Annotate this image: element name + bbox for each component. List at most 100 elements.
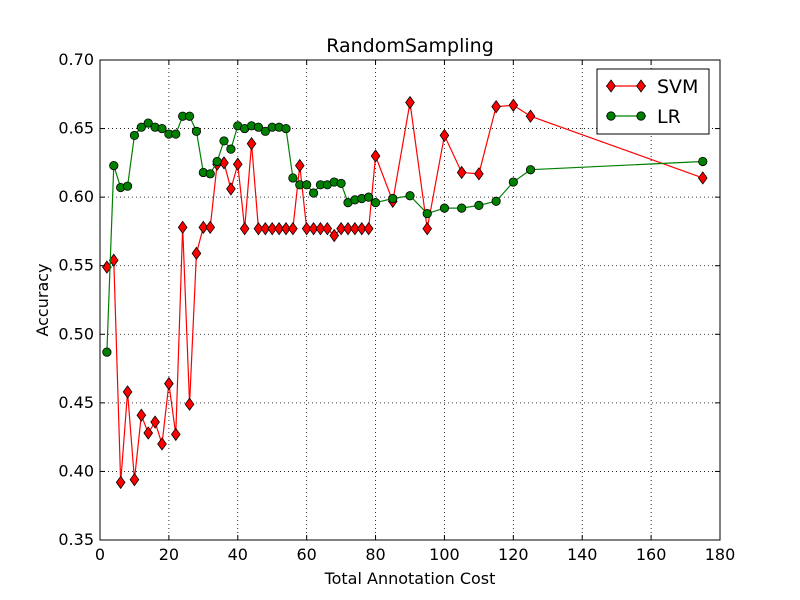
svm-point xyxy=(356,222,367,236)
plot-frame xyxy=(99,59,721,541)
svm-point xyxy=(322,222,333,236)
svm-point xyxy=(246,136,257,151)
lr-point xyxy=(212,156,222,167)
svm-point xyxy=(474,167,484,181)
lr-point xyxy=(457,203,467,213)
x-tick-label: 160 xyxy=(636,545,667,564)
lr-point xyxy=(422,209,432,219)
legend-marker xyxy=(606,111,616,121)
lr-point xyxy=(205,169,215,179)
x-tick-label: 140 xyxy=(567,545,598,564)
y-axis-label: Accuracy xyxy=(33,263,52,336)
lr-point xyxy=(288,173,298,183)
svm-point xyxy=(288,222,298,236)
lr-point xyxy=(157,123,167,134)
svm-point xyxy=(260,222,271,236)
svm-point xyxy=(422,222,433,236)
lr-point xyxy=(129,130,140,141)
lr-point xyxy=(302,180,312,190)
x-tick-label: 40 xyxy=(228,545,248,564)
x-tick-label: 100 xyxy=(429,545,460,564)
svm-point xyxy=(525,109,536,123)
lr-point xyxy=(698,156,708,167)
x-tick-label: 120 xyxy=(498,545,529,564)
lr-point xyxy=(474,200,484,210)
lr-point xyxy=(405,191,415,201)
svm-point xyxy=(164,376,174,391)
lr-point xyxy=(336,178,346,189)
svm-point xyxy=(170,427,181,442)
svm-point xyxy=(281,222,291,236)
lr-point xyxy=(308,188,319,198)
x-tick-label: 0 xyxy=(95,545,105,564)
svm-point xyxy=(274,222,284,236)
lr-point xyxy=(143,118,153,128)
lr-point xyxy=(219,136,229,146)
svm-point xyxy=(129,472,140,487)
legend-marker xyxy=(636,111,646,121)
y-tick-label: 0.35 xyxy=(58,530,94,549)
svm-point xyxy=(191,246,202,261)
x-tick-label: 60 xyxy=(296,545,316,564)
lr-point xyxy=(364,192,374,202)
svm-point xyxy=(122,385,133,399)
x-tick-label: 20 xyxy=(159,545,179,564)
svm-point xyxy=(150,415,160,429)
svm-point xyxy=(508,98,519,112)
svm-point xyxy=(363,222,374,236)
y-tick-label: 0.55 xyxy=(58,256,94,275)
y-tick-label: 0.60 xyxy=(58,187,94,206)
svm-point xyxy=(370,149,381,163)
lr-point xyxy=(260,126,270,136)
plot-series xyxy=(102,95,708,490)
svm-point xyxy=(115,475,126,490)
svm-point xyxy=(456,165,467,180)
svm-point xyxy=(697,171,708,185)
y-tick-label: 0.70 xyxy=(58,50,94,69)
y-tick-label: 0.45 xyxy=(58,393,94,412)
svm-point xyxy=(350,222,360,236)
lr-point xyxy=(508,177,518,187)
lr-point xyxy=(122,181,133,191)
legend: SVM LR xyxy=(596,68,710,135)
lr-point xyxy=(136,122,146,132)
svm-point xyxy=(177,220,188,234)
lr-point xyxy=(281,123,291,134)
svm-point xyxy=(232,157,243,171)
x-axis-label: Total Annotation Cost xyxy=(324,569,496,588)
lr-point xyxy=(109,161,119,171)
svm-point xyxy=(301,222,312,236)
svm-point xyxy=(315,222,326,236)
lr-point xyxy=(388,193,398,204)
legend-label: LR xyxy=(657,106,681,128)
svm-point xyxy=(205,220,216,234)
lr-point xyxy=(370,198,381,208)
lr-point xyxy=(226,144,236,154)
y-tick-label: 0.65 xyxy=(58,119,94,138)
legend-entry-svm: SVM xyxy=(606,76,698,98)
legend-label: SVM xyxy=(657,76,698,98)
svm-point xyxy=(439,128,450,143)
lr-point xyxy=(184,111,195,121)
svm-point xyxy=(239,222,250,236)
svm-point xyxy=(184,397,195,411)
chart-title: RandomSampling xyxy=(326,35,494,57)
lr-point xyxy=(191,126,202,136)
lr-point xyxy=(102,347,112,357)
lr-point xyxy=(491,196,501,206)
svm-point xyxy=(294,158,305,173)
svm-point xyxy=(267,222,278,236)
lr-point xyxy=(171,129,181,139)
svm-point xyxy=(226,182,236,196)
svm-point xyxy=(336,222,346,236)
series-lr xyxy=(102,111,708,357)
lr-point xyxy=(439,203,450,213)
legend-marker xyxy=(606,79,616,93)
svm-point xyxy=(329,228,340,243)
lr-point xyxy=(525,165,536,175)
svm-point xyxy=(157,437,167,451)
svm-point xyxy=(136,408,147,422)
svm-point xyxy=(491,99,501,114)
svm-point xyxy=(143,426,154,440)
